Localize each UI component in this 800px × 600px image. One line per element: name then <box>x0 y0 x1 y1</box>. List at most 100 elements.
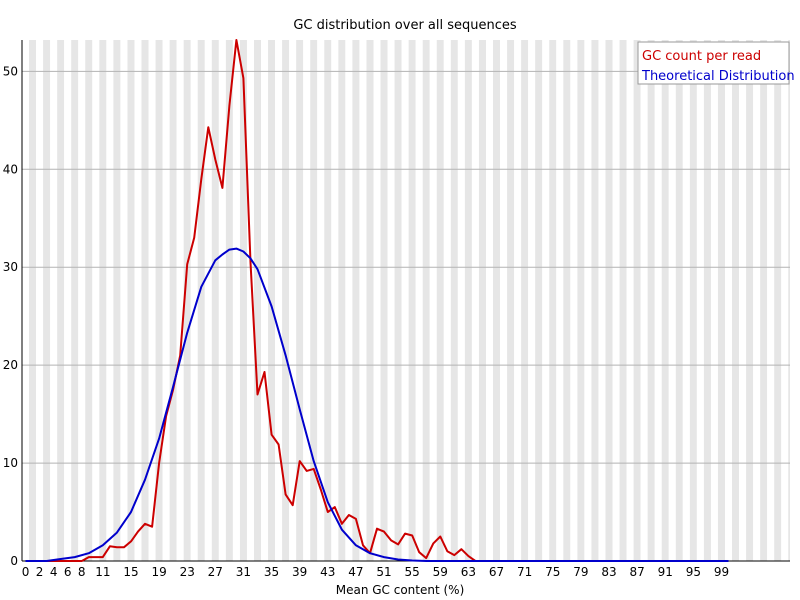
background-band <box>275 40 283 561</box>
background-band <box>521 40 529 561</box>
x-tick-label: 15 <box>123 565 138 579</box>
background-band <box>781 40 789 561</box>
background-band <box>338 40 346 561</box>
background-band <box>710 40 718 561</box>
x-tick-label: 63 <box>461 565 476 579</box>
y-tick-label: 50 <box>3 64 18 78</box>
x-tick-label: 79 <box>573 565 588 579</box>
x-tick-label: 43 <box>320 565 335 579</box>
x-tick-label: 4 <box>50 565 58 579</box>
background-band <box>570 40 578 561</box>
background-band <box>500 40 508 561</box>
x-tick-label: 2 <box>36 565 44 579</box>
background-band <box>127 40 135 561</box>
background-band <box>71 40 79 561</box>
background-band <box>464 40 472 561</box>
x-tick-label: 31 <box>236 565 251 579</box>
x-tick-label: 11 <box>95 565 110 579</box>
background-band <box>436 40 444 561</box>
background-band <box>478 40 486 561</box>
background-band <box>85 40 93 561</box>
series-line-theoretical <box>25 247 729 562</box>
x-tick-label: 51 <box>376 565 391 579</box>
background-band <box>246 40 254 561</box>
background-band <box>359 40 367 561</box>
background-band <box>633 40 641 561</box>
x-tick-label: 75 <box>545 565 560 579</box>
background-band <box>253 40 262 561</box>
background-band <box>457 40 465 561</box>
background-band <box>352 40 360 561</box>
background-band <box>36 40 44 561</box>
background-band <box>218 40 226 561</box>
background-band <box>696 40 704 561</box>
background-band <box>528 40 536 561</box>
background-band <box>64 40 72 561</box>
x-tick-label: 6 <box>64 565 72 579</box>
background-band <box>303 40 311 561</box>
legend-entry-gc-count: GC count per read <box>642 49 761 64</box>
x-tick-label: 47 <box>348 565 363 579</box>
background-band <box>422 40 430 561</box>
background-band <box>725 40 733 561</box>
background-band <box>282 40 290 561</box>
background-band <box>619 40 627 561</box>
background-band <box>774 40 782 561</box>
background-band <box>268 40 276 561</box>
y-tick-label: 0 <box>10 554 18 568</box>
background-band <box>134 40 142 561</box>
background-band <box>739 40 747 561</box>
horizontal-gridlines <box>22 70 790 464</box>
background-band <box>654 40 662 561</box>
background-band <box>225 40 233 561</box>
background-band <box>92 40 100 561</box>
background-band <box>703 40 711 561</box>
background-band <box>57 40 65 561</box>
background-band <box>78 40 86 561</box>
background-band <box>471 40 479 561</box>
chart-title: GC distribution over all sequences <box>293 18 517 33</box>
background-band <box>183 40 191 561</box>
background-band <box>106 40 114 561</box>
background-band <box>317 40 325 561</box>
background-band <box>767 40 775 561</box>
background-band <box>717 40 725 561</box>
x-tick-label: 35 <box>264 565 279 579</box>
background-band <box>366 40 374 561</box>
background-band <box>239 40 247 561</box>
background-band <box>415 40 423 561</box>
background-band <box>591 40 599 561</box>
background-band <box>640 40 648 561</box>
background-band <box>429 40 437 561</box>
legend-box <box>637 41 790 85</box>
background-band <box>169 40 177 561</box>
background-band <box>675 40 683 561</box>
background-band <box>99 40 107 561</box>
background-band <box>373 40 381 561</box>
background-band <box>162 40 170 561</box>
background-band <box>668 40 676 561</box>
background-band <box>289 40 297 561</box>
background-band <box>261 40 269 561</box>
background-band <box>43 40 51 561</box>
x-tick-label: 91 <box>658 565 673 579</box>
background-band <box>556 40 564 561</box>
x-tick-label: 95 <box>686 565 701 579</box>
background-band <box>232 40 240 561</box>
background-band <box>598 40 606 561</box>
x-tick-label: 8 <box>78 565 86 579</box>
legend: GC count per read Theoretical Distributi… <box>637 41 795 85</box>
background-band <box>141 40 149 561</box>
background-band <box>204 40 212 561</box>
background-band <box>408 40 416 561</box>
background-band <box>450 40 458 561</box>
x-tick-label: 27 <box>208 565 223 579</box>
background-band <box>176 40 184 561</box>
background-band <box>443 40 451 561</box>
background-band <box>549 40 557 561</box>
background-band <box>22 40 30 561</box>
background-band <box>120 40 128 561</box>
background-band <box>753 40 761 561</box>
x-tick-label: 19 <box>151 565 166 579</box>
